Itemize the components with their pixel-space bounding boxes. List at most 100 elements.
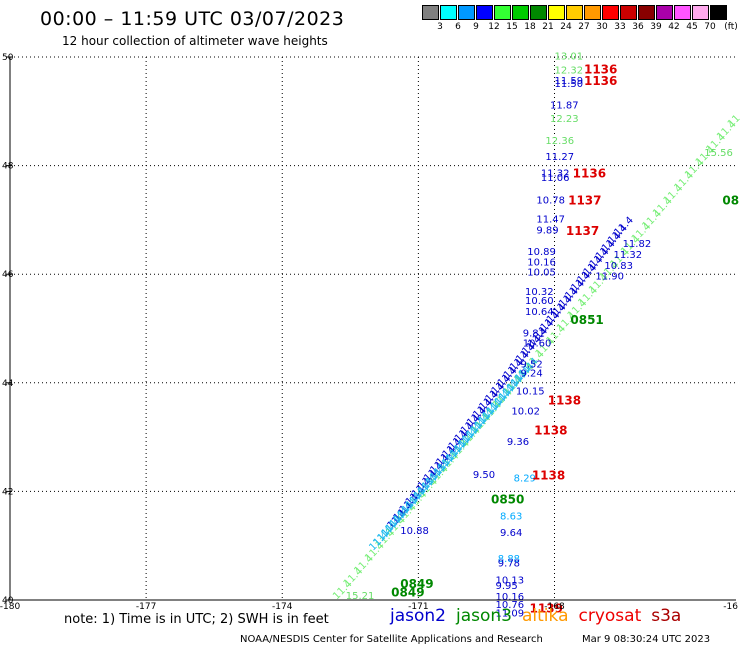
scale-swatch — [476, 5, 493, 20]
observation-label: 10.78 — [536, 196, 565, 207]
observation-label: 15.21 — [346, 591, 375, 602]
observation-label: 1136 — [584, 62, 617, 76]
satellite-altika-label: altika — [522, 606, 569, 626]
scale-label: 6 — [455, 22, 461, 32]
observation-label: 8.29 — [514, 474, 536, 485]
page-subtitle: 12 hour collection of altimeter wave hei… — [62, 34, 328, 48]
observation-label: 11.50 — [555, 79, 584, 90]
lon-label: -168 — [544, 602, 565, 612]
scale-swatch — [440, 5, 457, 20]
observation-label: 13.01 — [555, 52, 584, 63]
lon-label: -174 — [272, 602, 293, 612]
lat-label: 48 — [2, 162, 14, 172]
lat-label: 50 — [2, 53, 14, 63]
satellite-jason3-label: jason3 — [456, 606, 512, 626]
observation-label: 10.32 — [525, 287, 554, 298]
observation-label: 9.64 — [500, 528, 522, 539]
scale-label: 9 — [473, 22, 479, 32]
observation-label: 10.02 — [511, 406, 540, 417]
scale-label: 39 — [650, 22, 662, 32]
lon-label: -16 — [723, 602, 738, 612]
scale-swatch — [422, 5, 439, 20]
observation-label: 0851 — [570, 313, 603, 327]
lon-label: -177 — [136, 602, 156, 612]
scale-label: 24 — [560, 22, 572, 32]
scale-label: 45 — [686, 22, 698, 32]
observation-label: 1139 — [530, 601, 563, 615]
observation-label: 8.88 — [498, 554, 520, 565]
observation-label: 11.09 — [496, 608, 525, 619]
scale-label: 33 — [614, 22, 626, 32]
observation-label: 10.89 — [527, 247, 556, 258]
scale-swatch — [530, 5, 547, 20]
observation-label: 12.32 — [555, 65, 584, 76]
observation-label: 12.23 — [550, 114, 579, 125]
observation-label: 10.16 — [527, 258, 556, 269]
map-axes: 50 48 46 44 42 40-180 -177 -174 -171 -168 -16 — [0, 53, 738, 612]
observation-label: 11.32 — [541, 168, 570, 179]
scale-swatch — [710, 5, 727, 20]
scale-label: 15 — [506, 22, 518, 32]
scale-swatch — [566, 5, 583, 20]
scale-label: 12 — [488, 22, 500, 32]
observation-label: 9.78 — [498, 558, 520, 569]
map-grid — [10, 56, 736, 600]
observation-label: 11.47 — [536, 215, 565, 226]
scale-label: 3 — [437, 22, 443, 32]
observation-label: 10.76 — [496, 600, 525, 611]
observation-label: 10.15 — [516, 387, 545, 398]
observation-label: 10.83 — [604, 261, 633, 272]
scale-label: 36 — [632, 22, 644, 32]
scale-swatch — [512, 5, 529, 20]
observation-label: 9.81 — [523, 329, 545, 340]
scale-swatch — [494, 5, 511, 20]
observation-label: 8.63 — [500, 512, 522, 523]
observation-label: 10.13 — [496, 576, 525, 587]
lat-label: 44 — [2, 379, 14, 389]
lat-label: 42 — [2, 487, 13, 497]
observation-label: 0849 — [391, 586, 424, 600]
scale-label: 18 — [524, 22, 536, 32]
scale-swatch — [548, 5, 565, 20]
observation-label: 1138 — [548, 394, 581, 408]
scale-label: 30 — [596, 22, 608, 32]
lat-label: 40 — [2, 596, 14, 606]
footer-timestamp: Mar 9 08:30:24 UTC 2023 — [582, 634, 711, 645]
observation-label: 1138 — [534, 423, 567, 437]
observation-label: 10.16 — [496, 592, 525, 603]
scale-label: 21 — [542, 22, 554, 32]
observation-label: 9.24 — [520, 368, 542, 379]
observation-label: 9.95 — [496, 581, 518, 592]
observation-label: 11.82 — [623, 239, 652, 250]
observation-label: 10.05 — [527, 267, 556, 278]
scale-swatch — [620, 5, 637, 20]
observation-label: 1136 — [573, 167, 606, 181]
page-title: 00:00 – 11:59 UTC 03/07/2023 — [40, 8, 345, 30]
footer-note: note: 1) Time is in UTC; 2) SWH is in fe… — [64, 612, 329, 627]
scale-swatch — [458, 5, 475, 20]
observation-label: 10.60 — [523, 338, 552, 349]
lon-label: -171 — [408, 602, 428, 612]
footer-credit: NOAA/NESDIS Center for Satellite Applica… — [240, 634, 543, 645]
observation-label: 9.50 — [473, 470, 495, 481]
observation-label: 11.87 — [550, 101, 579, 112]
observation-label: 9.52 — [520, 360, 542, 371]
satellite-s3a-label: s3a — [651, 606, 682, 626]
lat-label: 46 — [2, 270, 14, 280]
satellite-track-band: 11.411.411.411.411.411.411.411.411.411.4… — [331, 106, 740, 602]
scale-swatch — [692, 5, 709, 20]
observation-label: 0850 — [491, 492, 524, 506]
scale-unit: (ft) — [724, 22, 738, 32]
scale-swatch — [602, 5, 619, 20]
observation-label: 11.27 — [545, 152, 574, 163]
satellite-legend: jason2 jason3 altika cryosat s3a — [390, 606, 691, 626]
scale-swatch — [638, 5, 655, 20]
scale-label: 70 — [704, 22, 716, 32]
satellite-jason2-label: jason2 — [390, 606, 446, 626]
observation-label: 1137 — [566, 224, 599, 238]
satellite-cryosat-label: cryosat — [578, 606, 642, 626]
observation-label: 11.32 — [613, 250, 642, 261]
lon-label: -180 — [0, 602, 20, 612]
